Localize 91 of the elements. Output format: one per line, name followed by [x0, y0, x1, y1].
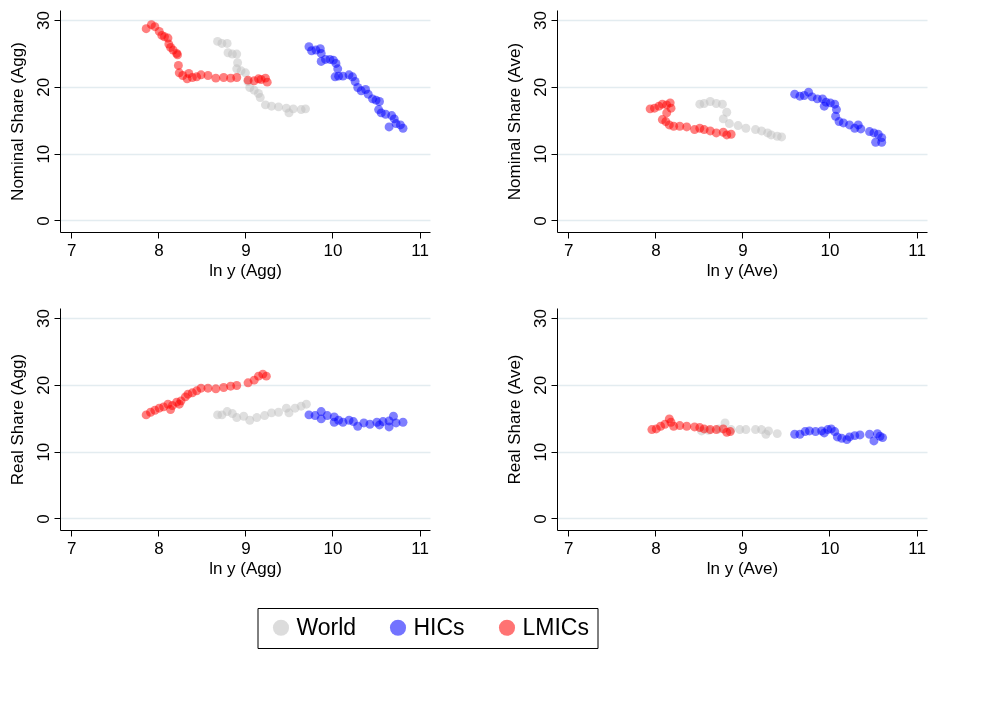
point	[322, 411, 332, 421]
x-axis-title: ln y (Ave)	[706, 260, 779, 280]
point	[682, 122, 692, 132]
y-axis-title: Nominal Share (Agg)	[7, 42, 27, 201]
point	[682, 421, 692, 431]
x-tick-label: 10	[323, 538, 343, 558]
point	[388, 411, 398, 421]
y-tick-label: 20	[33, 77, 53, 97]
point	[301, 399, 311, 409]
y-tick-label: 0	[33, 216, 53, 226]
y-tick-label: 30	[530, 11, 550, 30]
point	[733, 121, 743, 131]
point	[722, 107, 732, 117]
y-tick-label: 0	[530, 216, 550, 226]
y-tick-label: 30	[530, 309, 550, 328]
x-tick-label: 10	[820, 240, 840, 260]
point	[274, 407, 283, 417]
y-tick-label: 20	[530, 77, 550, 97]
point	[662, 108, 672, 118]
point	[262, 77, 272, 87]
x-tick-label: 11	[411, 538, 429, 558]
x-tick-label: 10	[820, 538, 840, 558]
y-tick-label: 0	[530, 514, 550, 524]
legend-label: LMICs	[522, 613, 589, 640]
x-tick-label: 8	[154, 240, 164, 260]
x-tick-label: 11	[908, 240, 926, 260]
point	[222, 38, 232, 48]
point	[877, 137, 887, 147]
point	[203, 71, 213, 80]
point	[777, 132, 787, 142]
point	[211, 384, 221, 394]
y-tick-label: 0	[33, 514, 53, 524]
x-axis-title: ln y (Agg)	[209, 558, 282, 578]
x-tick-label: 7	[564, 240, 574, 260]
point	[772, 429, 782, 439]
x-tick-label: 9	[738, 240, 748, 260]
legend-label: World	[296, 613, 357, 640]
point	[203, 383, 213, 393]
point	[724, 119, 734, 129]
point	[232, 73, 242, 82]
y-tick-label: 30	[33, 11, 53, 30]
x-tick-label: 11	[908, 538, 926, 558]
point	[741, 425, 751, 435]
y-axis-title: Real Share (Agg)	[7, 353, 27, 486]
point	[232, 381, 242, 390]
point	[375, 97, 384, 106]
point	[301, 104, 310, 114]
x-tick-label: 7	[67, 538, 77, 558]
y-tick-label: 10	[33, 442, 53, 462]
point	[288, 104, 298, 114]
point	[252, 413, 262, 423]
x-tick-label: 7	[564, 538, 574, 558]
point	[211, 73, 221, 83]
point	[232, 413, 242, 423]
point	[726, 129, 736, 139]
y-tick-label: 10	[530, 442, 550, 462]
point	[856, 124, 866, 134]
point	[855, 430, 865, 440]
point	[245, 415, 255, 425]
x-tick-label: 7	[67, 240, 77, 260]
x-tick-label: 9	[738, 538, 748, 558]
y-tick-label: 20	[33, 375, 53, 395]
y-tick-label: 30	[33, 309, 53, 328]
x-tick-label: 11	[411, 240, 429, 260]
x-axis-title: ln y (Agg)	[209, 260, 282, 280]
point	[255, 93, 265, 102]
point	[384, 122, 394, 132]
x-tick-label: 10	[323, 240, 343, 260]
x-tick-label: 8	[154, 538, 164, 558]
point	[240, 68, 250, 78]
point	[741, 123, 751, 133]
y-tick-label: 20	[530, 375, 550, 395]
legend-label: HICs	[413, 613, 465, 640]
x-tick-label: 8	[651, 538, 661, 558]
point	[865, 429, 875, 439]
y-tick-label: 10	[530, 144, 550, 164]
point	[219, 383, 229, 392]
y-tick-label: 10	[33, 144, 53, 164]
y-axis-title: Nominal Share (Ave)	[504, 42, 524, 201]
point	[333, 64, 343, 74]
point	[232, 49, 242, 59]
point	[260, 411, 270, 421]
point	[398, 417, 408, 427]
point	[717, 99, 727, 109]
y-axis-title: Real Share (Ave)	[504, 354, 524, 485]
x-tick-label: 8	[651, 240, 661, 260]
x-tick-label: 9	[241, 538, 251, 558]
x-tick-label: 9	[241, 240, 251, 260]
point	[173, 60, 183, 70]
x-axis-title: ln y (Ave)	[706, 558, 779, 578]
point	[274, 102, 283, 112]
